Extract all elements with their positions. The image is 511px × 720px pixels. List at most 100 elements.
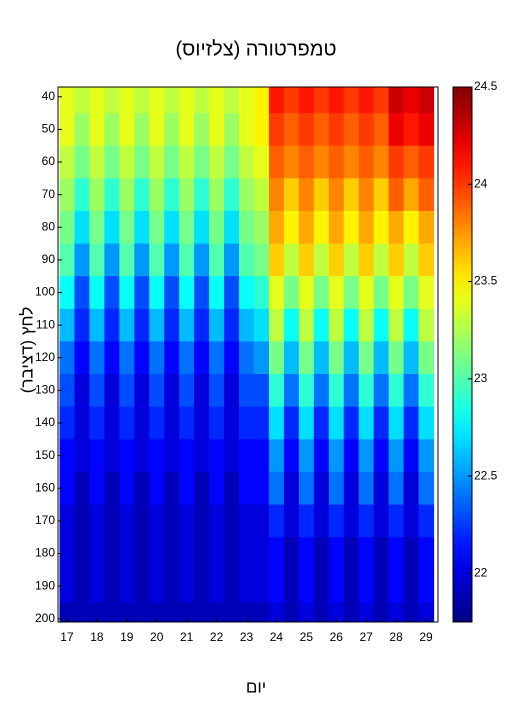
heat-cell	[104, 243, 120, 277]
heat-cell	[358, 87, 375, 114]
heat-cell	[59, 87, 76, 114]
heat-cell	[209, 308, 225, 343]
heat-cell	[253, 602, 270, 622]
heat-cell	[134, 569, 150, 604]
heat-cell	[388, 308, 405, 343]
heat-cell	[239, 113, 255, 147]
heat-cell	[283, 374, 300, 408]
heat-cell	[388, 471, 405, 506]
heat-cell	[119, 276, 135, 310]
heat-cell	[418, 276, 435, 310]
heat-cell	[373, 276, 390, 310]
heat-cell	[418, 569, 435, 604]
heat-cell	[149, 537, 165, 571]
heat-cell	[343, 341, 360, 375]
heat-cell	[343, 471, 360, 506]
heat-cell	[149, 178, 165, 212]
heat-cell	[104, 276, 120, 310]
heat-cell	[313, 569, 330, 604]
heat-cell	[239, 178, 255, 212]
y-tick-label: 140	[35, 415, 55, 429]
heat-cell	[164, 178, 180, 212]
heat-cell	[194, 537, 210, 571]
heat-cell	[358, 276, 375, 310]
heat-cell	[164, 471, 180, 506]
heat-cell	[328, 276, 345, 310]
y-tick-label: 190	[35, 578, 55, 592]
heat-cell	[253, 504, 270, 538]
heat-cell	[134, 276, 150, 310]
heat-cell	[403, 341, 420, 375]
heat-cell	[328, 178, 345, 212]
heat-cell	[268, 113, 285, 147]
heat-cell	[403, 439, 420, 473]
heat-cell	[418, 439, 435, 473]
heat-cell	[388, 113, 405, 147]
heat-cell	[268, 471, 285, 506]
heat-cell	[59, 341, 76, 375]
heat-cell	[119, 308, 135, 343]
heat-cell	[104, 178, 120, 212]
heat-cell	[239, 145, 255, 179]
heat-cell	[104, 602, 120, 622]
heat-cell	[418, 243, 435, 277]
heat-cell	[119, 210, 135, 245]
heat-cell	[164, 210, 180, 245]
heat-cell	[283, 569, 300, 604]
heat-cell	[119, 569, 135, 604]
heat-cell	[224, 504, 240, 538]
heat-cell	[224, 471, 240, 506]
heat-cell	[388, 178, 405, 212]
heat-cell	[239, 471, 255, 506]
heat-cell	[179, 87, 195, 114]
heat-cell	[283, 341, 300, 375]
heat-cell	[358, 471, 375, 506]
heat-cell	[253, 569, 270, 604]
heat-cell	[328, 471, 345, 506]
heat-cell	[328, 602, 345, 622]
heat-cell	[343, 210, 360, 245]
heat-cell	[89, 537, 105, 571]
heat-cell	[313, 374, 330, 408]
heat-cell	[268, 537, 285, 571]
heat-cell	[59, 374, 76, 408]
heat-cell	[134, 87, 150, 114]
heat-cell	[134, 537, 150, 571]
heat-cell	[239, 341, 255, 375]
heat-cell	[89, 243, 105, 277]
heat-cell	[373, 87, 390, 114]
heat-cell	[149, 569, 165, 604]
heat-cell	[149, 113, 165, 147]
heat-cell	[149, 243, 165, 277]
heat-cell	[179, 178, 195, 212]
x-tick-label: 27	[360, 630, 374, 644]
heat-cell	[164, 537, 180, 571]
heat-cell	[298, 145, 315, 179]
x-tick-label: 26	[330, 630, 344, 644]
heat-cell	[194, 504, 210, 538]
heat-cell	[343, 145, 360, 179]
heat-cell	[253, 537, 270, 571]
heat-cell	[149, 602, 165, 622]
heat-cell	[268, 406, 285, 440]
heat-cell	[59, 406, 76, 440]
heat-cell	[134, 341, 150, 375]
heat-cell	[104, 113, 120, 147]
heat-cell	[134, 145, 150, 179]
heat-cell	[74, 276, 91, 310]
heat-cell	[343, 276, 360, 310]
x-tick-label: 18	[90, 630, 104, 644]
heat-cell	[119, 374, 135, 408]
heat-cell	[373, 537, 390, 571]
heat-cell	[74, 308, 91, 343]
heat-cell	[209, 210, 225, 245]
heat-cell	[194, 569, 210, 604]
heat-cell	[358, 178, 375, 212]
heat-cell	[373, 145, 390, 179]
heat-cell	[239, 276, 255, 310]
heat-cell	[179, 276, 195, 310]
heat-cell	[358, 537, 375, 571]
heat-cell	[149, 308, 165, 343]
heat-cell	[209, 243, 225, 277]
